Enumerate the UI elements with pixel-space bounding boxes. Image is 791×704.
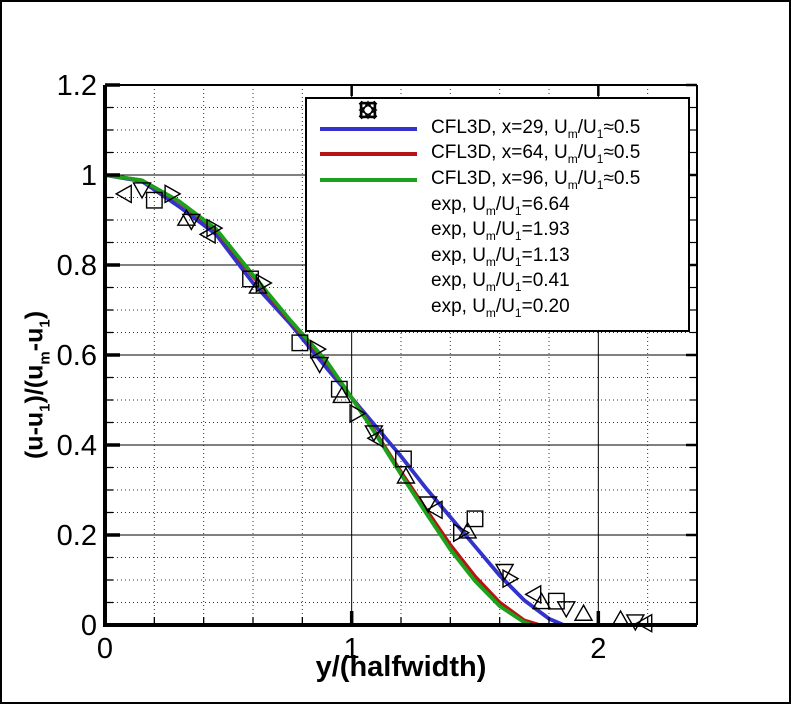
data-point-triangle-up bbox=[332, 386, 352, 404]
legend-row: exp, Um/U1=0.41 bbox=[307, 100, 688, 296]
legend-sample-line bbox=[307, 126, 431, 131]
data-point-triangle-right bbox=[502, 568, 520, 589]
data-point-triangle-right bbox=[452, 523, 471, 543]
y-tick-label: 0.2 bbox=[57, 520, 97, 552]
y-tick-label: 1.2 bbox=[57, 70, 97, 102]
data-point-triangle-right bbox=[349, 403, 367, 424]
data-point-triangle-left bbox=[524, 584, 542, 605]
data-point-triangle-left bbox=[114, 184, 132, 204]
data-point-triangle-down bbox=[625, 614, 646, 632]
y-tick-label: 0 bbox=[81, 610, 97, 642]
data-point-triangle-right bbox=[255, 273, 273, 293]
legend-row-label: exp, Um/U1=1.93 bbox=[431, 219, 570, 244]
legend-row: exp, Um/U1=1.93 bbox=[307, 100, 688, 244]
legend-row: exp, Um/U1=0.20 bbox=[307, 100, 688, 321]
data-point-triangle-up bbox=[248, 276, 268, 294]
legend-row: exp, Um/U1=1.13 bbox=[307, 102, 688, 270]
legend-sample-line bbox=[307, 177, 431, 182]
x-tick-label: 1 bbox=[344, 633, 360, 665]
data-point-triangle-down bbox=[418, 496, 438, 514]
x-tick-label: 2 bbox=[590, 633, 606, 665]
legend-row-label: CFL3D, x=64, Um/U1≈0.5 bbox=[431, 142, 641, 167]
y-axis-title: (u-u1)/(um-u1) bbox=[20, 310, 54, 460]
data-point-triangle-up bbox=[396, 466, 416, 484]
legend-row: CFL3D, x=29, Um/U1≈0.5 bbox=[307, 116, 688, 142]
x-tick-label: 0 bbox=[97, 633, 113, 665]
data-point-triangle-left bbox=[425, 500, 443, 520]
data-point-triangle-up bbox=[531, 592, 552, 610]
legend-sample-line bbox=[307, 152, 431, 157]
legend-row: CFL3D, x=64, Um/U1≈0.5 bbox=[307, 142, 688, 168]
legend: CFL3D, x=29, Um/U1≈0.5 CFL3D, x=64, Um/U1… bbox=[305, 97, 690, 332]
legend-line-sample bbox=[320, 126, 417, 131]
legend-row: CFL3D, x=96, Um/U1≈0.5 bbox=[307, 167, 688, 193]
data-point-triangle-left bbox=[366, 428, 384, 448]
legend-row-label: exp, Um/U1=0.20 bbox=[431, 295, 570, 320]
legend-row-label: CFL3D, x=29, Um/U1≈0.5 bbox=[431, 116, 641, 141]
data-point-triangle-down bbox=[494, 563, 515, 581]
legend-line-sample bbox=[320, 152, 417, 157]
legend-row: exp, Um/U1=6.64 bbox=[307, 101, 688, 219]
legend-line-sample bbox=[320, 177, 417, 182]
legend-triangle-right-marker-icon bbox=[360, 100, 378, 120]
y-tick-label: 0.6 bbox=[57, 340, 97, 372]
legend-triangle-left-marker-icon bbox=[358, 100, 375, 120]
data-point-square bbox=[145, 191, 163, 209]
y-tick-label: 0.8 bbox=[57, 250, 97, 282]
data-point-square bbox=[291, 334, 309, 352]
data-point-square bbox=[395, 450, 412, 468]
y-tick-label: 0.4 bbox=[57, 430, 97, 462]
data-point-square bbox=[330, 380, 348, 398]
x-axis-title: y/(halfwidth) bbox=[315, 651, 487, 683]
legend-triangle-down-marker-icon bbox=[358, 102, 378, 120]
data-point-triangle-up bbox=[176, 208, 197, 226]
legend-row-label: exp, Um/U1=6.64 bbox=[431, 193, 570, 218]
data-point-triangle-left bbox=[198, 224, 216, 245]
data-point-triangle-down bbox=[556, 601, 576, 619]
y-tick-label: 1 bbox=[81, 160, 97, 192]
legend-row-label: exp, Um/U1=1.13 bbox=[431, 244, 570, 269]
data-point-triangle-up bbox=[573, 603, 594, 621]
legend-row-label: CFL3D, x=96, Um/U1≈0.5 bbox=[431, 167, 641, 192]
data-point-triangle-right bbox=[164, 184, 182, 204]
data-point-triangle-down bbox=[181, 213, 202, 231]
data-point-triangle-down bbox=[132, 182, 152, 200]
data-point-triangle-down bbox=[309, 356, 330, 374]
data-point-triangle-right bbox=[309, 339, 328, 359]
legend-row-label: exp, Um/U1=0.41 bbox=[431, 270, 570, 295]
data-point-triangle-down bbox=[364, 425, 384, 443]
data-point-square bbox=[466, 510, 484, 528]
legend-triangle-up-marker-icon bbox=[358, 100, 378, 117]
